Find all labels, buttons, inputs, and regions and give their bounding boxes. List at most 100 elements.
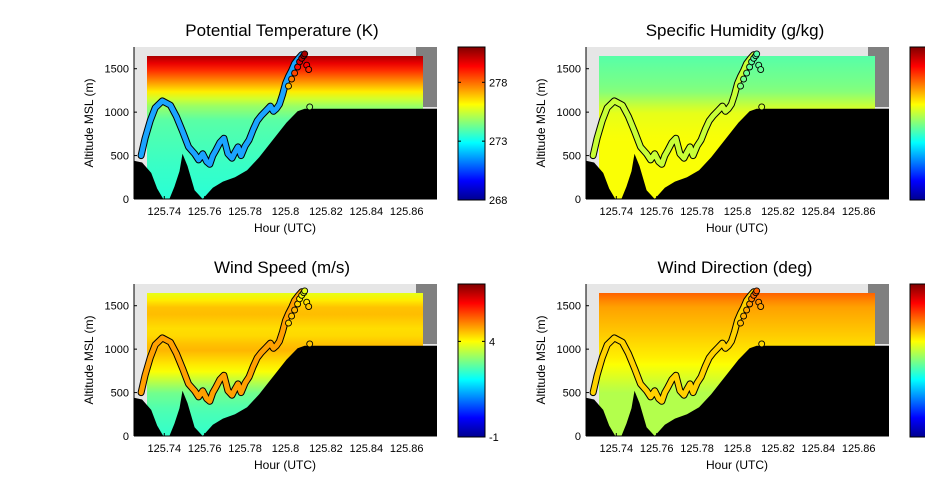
x-tick-label: 125.76 — [188, 206, 222, 218]
colorbar: 268 273 278 — [457, 46, 507, 207]
colorbar-bar — [457, 46, 486, 201]
y-tick-label: 0 — [575, 431, 581, 443]
terrain — [134, 345, 437, 436]
colorbar: -1 4 — [457, 283, 499, 444]
x-tick-label: 125.84 — [801, 443, 835, 455]
y-tick-label: 500 — [111, 151, 129, 163]
x-axis: 125.74 125.76 125.78 125.8 125.82 125.84 125.8… — [586, 433, 889, 455]
flight-marker — [285, 319, 292, 327]
colorbar-bar — [909, 283, 925, 438]
x-axis: 125.74 125.76 125.78 125.8 125.82 125.84 125.8… — [134, 196, 437, 218]
x-tick-label: 125.78 — [228, 443, 262, 455]
x-tick-label: 125.76 — [640, 443, 674, 455]
y-tick-label: 500 — [111, 388, 129, 400]
x-tick-label: 125.82 — [309, 443, 343, 455]
y-axis-label: Altitude MSL (m) — [82, 316, 96, 405]
flight-markers — [737, 287, 766, 348]
y-tick-label: 1000 — [105, 107, 129, 119]
x-tick-label: 125.86 — [390, 206, 424, 218]
x-tick-label: 125.78 — [228, 206, 262, 218]
flight-marker — [305, 303, 313, 311]
plot-area — [134, 284, 437, 436]
flight-marker — [306, 340, 314, 348]
y-tick-label: 0 — [575, 194, 581, 206]
terrain — [134, 108, 437, 199]
flight-marker — [291, 69, 299, 77]
flight-track-fill — [590, 289, 757, 404]
x-tick-label: 125.84 — [349, 206, 383, 218]
y-tick-label: 0 — [123, 194, 129, 206]
x-axis-label: Hour (UTC) — [706, 458, 768, 472]
y-axis: 0 500 1000 1500 — [557, 47, 589, 206]
y-axis-label: Altitude MSL (m) — [534, 316, 548, 405]
plot-area — [586, 284, 889, 436]
colorbar-tick-label: 4 — [489, 336, 495, 348]
flight-marker — [305, 66, 313, 74]
x-tick-label: 125.76 — [188, 443, 222, 455]
y-tick-label: 500 — [563, 151, 581, 163]
colorbar — [909, 46, 925, 201]
flight-markers — [285, 50, 314, 111]
panel-wind-direction: Wind Direction (deg) 0 500 1000 1500 125.74… — [534, 258, 925, 472]
x-tick-label: 125.82 — [761, 443, 795, 455]
colorbar-tick-label: -1 — [489, 432, 499, 444]
colorbar-ticks: -1 4 — [458, 336, 499, 444]
flight-marker — [753, 287, 761, 295]
y-tick-label: 1000 — [557, 107, 581, 119]
flight-markers — [737, 50, 766, 111]
x-axis-label: Hour (UTC) — [254, 221, 316, 235]
colorbar-ticks: 268 273 278 — [458, 77, 507, 207]
flight-marker — [757, 66, 765, 74]
x-tick-label: 125.84 — [801, 206, 835, 218]
x-tick-label: 125.74 — [147, 443, 181, 455]
plot-area — [134, 47, 437, 199]
flight-marker — [288, 312, 296, 320]
terrain — [586, 345, 889, 436]
x-tick-label: 125.8 — [272, 206, 300, 218]
x-tick-label: 125.82 — [761, 206, 795, 218]
x-tick-label: 125.74 — [599, 206, 633, 218]
x-tick-label: 125.8 — [724, 443, 752, 455]
x-tick-label: 125.82 — [309, 206, 343, 218]
x-tick-label: 125.74 — [599, 443, 633, 455]
flight-marker — [758, 103, 766, 111]
x-tick-label: 125.74 — [147, 206, 181, 218]
x-tick-label: 125.86 — [390, 443, 424, 455]
y-tick-label: 1500 — [105, 64, 129, 76]
x-axis-label: Hour (UTC) — [254, 458, 316, 472]
flight-track-fill — [590, 52, 757, 167]
y-axis-label: Altitude MSL (m) — [534, 79, 548, 168]
colorbar-bar — [457, 283, 486, 438]
y-tick-label: 1000 — [557, 344, 581, 356]
x-tick-label: 125.8 — [272, 443, 300, 455]
flight-marker — [301, 50, 309, 58]
y-tick-label: 1500 — [557, 301, 581, 313]
y-tick-label: 1000 — [105, 344, 129, 356]
x-tick-label: 125.86 — [842, 443, 876, 455]
y-tick-label: 1500 — [557, 64, 581, 76]
flight-marker — [743, 69, 751, 77]
y-axis: 0 500 1000 1500 — [105, 284, 137, 443]
y-tick-label: 0 — [123, 431, 129, 443]
x-tick-label: 125.78 — [680, 206, 714, 218]
flight-track-fill — [138, 52, 305, 167]
flight-marker — [737, 82, 744, 90]
flight-track-fill — [138, 289, 305, 404]
flight-marker — [285, 82, 292, 90]
x-tick-label: 125.78 — [680, 443, 714, 455]
panel-potential-temperature: Potential Temperature (K) 0 500 1000 1500 1… — [82, 21, 507, 235]
colorbar-bar — [909, 46, 925, 201]
x-tick-label: 125.76 — [640, 206, 674, 218]
chart-title: Potential Temperature (K) — [185, 21, 378, 40]
flight-marker — [301, 287, 309, 295]
x-tick-label: 125.84 — [349, 443, 383, 455]
flight-marker — [306, 103, 314, 111]
flight-marker — [288, 75, 296, 83]
flight-marker — [753, 50, 761, 58]
y-axis: 0 500 1000 1500 — [105, 47, 137, 206]
flight-marker — [758, 340, 766, 348]
colorbar-tick-label: 273 — [489, 136, 507, 148]
y-tick-label: 500 — [563, 388, 581, 400]
